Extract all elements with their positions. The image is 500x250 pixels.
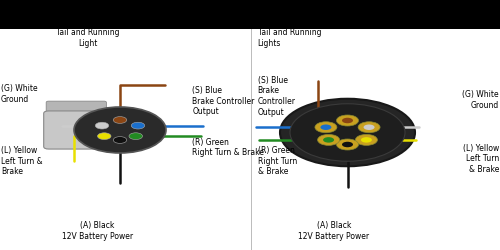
Circle shape [318, 134, 340, 145]
Text: 6 Way Trailer  Connector: 6 Way Trailer Connector [135, 5, 365, 24]
Text: (A) Black
12V Battery Power: (A) Black 12V Battery Power [298, 221, 370, 241]
Text: (L) Yellow
Left Turn &
Brake: (L) Yellow Left Turn & Brake [1, 146, 42, 176]
Text: (S) Blue
Brake Controller
Output: (S) Blue Brake Controller Output [192, 86, 255, 117]
Circle shape [113, 116, 127, 123]
Text: Outside: Outside [4, 10, 39, 19]
Circle shape [358, 122, 380, 133]
Text: (T) Brown
Tail and Running
Light: (T) Brown Tail and Running Light [56, 18, 120, 48]
Circle shape [342, 142, 353, 147]
Circle shape [356, 134, 378, 145]
Circle shape [342, 118, 353, 123]
Circle shape [131, 122, 144, 129]
Text: (S) Blue
Brake
Controller
Output: (S) Blue Brake Controller Output [258, 76, 296, 117]
Circle shape [129, 133, 142, 140]
Text: (G) White
Ground: (G) White Ground [1, 84, 38, 103]
Circle shape [323, 137, 334, 143]
Circle shape [96, 122, 109, 129]
Circle shape [336, 139, 358, 150]
Circle shape [74, 107, 166, 153]
Circle shape [361, 137, 372, 143]
Text: Inside: Inside [469, 10, 496, 19]
Text: (R) Green
Right Turn & Brake: (R) Green Right Turn & Brake [192, 138, 264, 158]
FancyBboxPatch shape [46, 126, 106, 144]
Circle shape [280, 99, 415, 166]
Text: (R) Green
Right Turn
& Brake: (R) Green Right Turn & Brake [258, 146, 297, 176]
Circle shape [98, 133, 111, 140]
FancyBboxPatch shape [0, 0, 500, 29]
Circle shape [315, 122, 337, 133]
FancyBboxPatch shape [44, 111, 120, 149]
Circle shape [364, 124, 374, 130]
Text: (T) Brown
Tail and Running
Lights: (T) Brown Tail and Running Lights [258, 18, 321, 48]
Text: (L) Yellow
Left Turn
& Brake: (L) Yellow Left Turn & Brake [463, 144, 499, 174]
Circle shape [113, 136, 127, 143]
FancyBboxPatch shape [46, 101, 106, 118]
Circle shape [320, 124, 332, 130]
Circle shape [336, 115, 358, 126]
Text: (A) Black
12V Battery Power: (A) Black 12V Battery Power [62, 221, 133, 241]
Text: (G) White
Ground: (G) White Ground [462, 90, 499, 110]
Circle shape [290, 104, 405, 161]
